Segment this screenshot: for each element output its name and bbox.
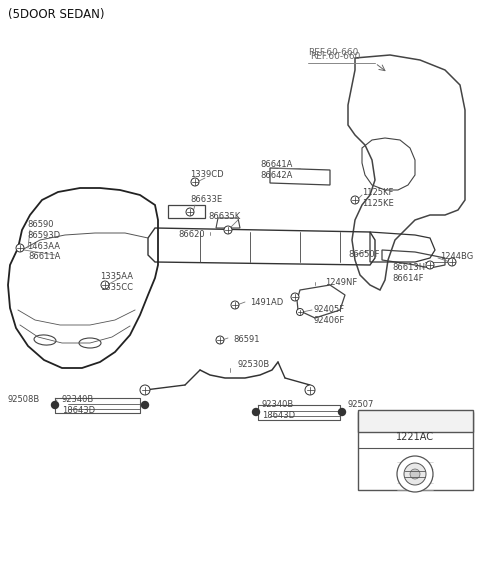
Text: 86591: 86591 <box>233 335 260 344</box>
Circle shape <box>16 244 24 252</box>
Text: 86635K: 86635K <box>208 212 240 221</box>
Circle shape <box>410 469 420 479</box>
Text: 1339CD: 1339CD <box>190 170 224 179</box>
Text: 86641A
86642A: 86641A 86642A <box>260 160 292 180</box>
Circle shape <box>51 402 59 408</box>
Text: 92340B
18643D: 92340B 18643D <box>62 395 95 415</box>
Circle shape <box>252 408 260 416</box>
Text: REF.60-660: REF.60-660 <box>310 52 360 61</box>
Circle shape <box>426 261 434 269</box>
Text: (5DOOR SEDAN): (5DOOR SEDAN) <box>8 8 105 21</box>
Text: 1249NF: 1249NF <box>325 278 357 287</box>
FancyBboxPatch shape <box>358 412 473 490</box>
Text: 1244BG: 1244BG <box>440 252 473 261</box>
Circle shape <box>297 308 303 315</box>
Text: 1221AC: 1221AC <box>396 432 434 442</box>
Text: 92508B: 92508B <box>8 395 40 404</box>
Text: 92507: 92507 <box>348 400 374 409</box>
Circle shape <box>305 385 315 395</box>
Circle shape <box>397 456 433 492</box>
Text: 1125KF
1125KE: 1125KF 1125KE <box>362 188 394 208</box>
Text: REF.60-660: REF.60-660 <box>308 48 359 57</box>
Circle shape <box>140 385 150 395</box>
Text: 92405F
92406F: 92405F 92406F <box>313 305 344 325</box>
Circle shape <box>224 226 232 234</box>
Text: 86590
86593D
1463AA: 86590 86593D 1463AA <box>27 220 60 251</box>
FancyBboxPatch shape <box>358 410 473 432</box>
Text: 1335AA
1335CC: 1335AA 1335CC <box>100 272 133 292</box>
Circle shape <box>351 196 359 204</box>
Text: 86650F: 86650F <box>348 250 380 259</box>
Circle shape <box>142 402 148 408</box>
Circle shape <box>291 293 299 301</box>
Text: 86620: 86620 <box>178 230 204 239</box>
Circle shape <box>191 178 199 186</box>
Circle shape <box>448 258 456 266</box>
Text: 86633E: 86633E <box>190 195 222 204</box>
Circle shape <box>404 463 426 485</box>
Text: 92340B
18643D: 92340B 18643D <box>262 400 295 420</box>
Text: 1491AD: 1491AD <box>250 298 283 307</box>
Circle shape <box>231 301 239 309</box>
Circle shape <box>101 281 109 289</box>
Circle shape <box>338 408 346 416</box>
Text: 92530B: 92530B <box>238 360 270 369</box>
Circle shape <box>186 208 194 216</box>
Text: 86611A: 86611A <box>28 252 60 261</box>
Text: 86613H
86614F: 86613H 86614F <box>392 263 425 283</box>
Circle shape <box>216 336 224 344</box>
